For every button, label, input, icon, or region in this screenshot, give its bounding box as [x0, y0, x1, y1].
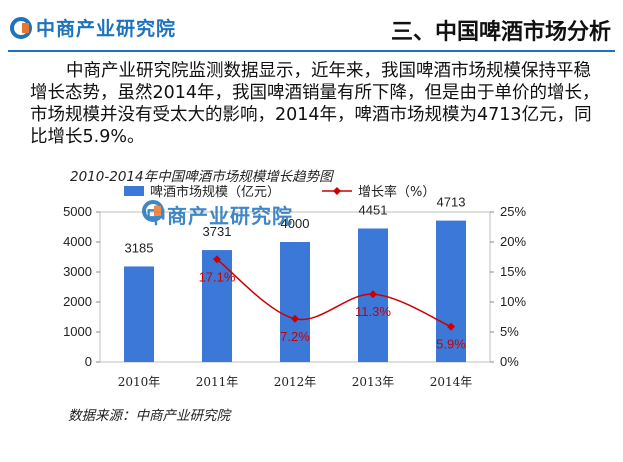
x-tick-label: 2012年: [274, 375, 317, 389]
section-title: 三、中国啤酒市场分析: [390, 20, 611, 45]
bar-value-label: 4451: [359, 202, 388, 217]
left-tick-label: 1000: [63, 324, 92, 339]
left-tick-label: 5000: [63, 204, 92, 219]
chart-svg: 0 1000 2000 3000 4000 5000 0% 5% 10% 15% 20% 25% 318…: [63, 184, 526, 389]
right-tick-label: 10%: [500, 294, 526, 309]
legend-line-marker: [333, 187, 341, 195]
bar: [202, 250, 232, 362]
right-tick-label: 15%: [500, 264, 526, 279]
left-tick-label: 4000: [63, 234, 92, 249]
right-tick-label: 25%: [500, 204, 526, 219]
left-tick-label: 2000: [63, 294, 92, 309]
logo: 中商产业研究院: [10, 14, 176, 41]
growth-value-label: 5.9%: [436, 337, 466, 352]
bar-value-label: 4713: [437, 195, 466, 210]
growth-point: [291, 314, 299, 323]
source-note: 数据来源：中商产业研究院: [68, 408, 230, 424]
legend-bar-swatch: [124, 186, 144, 196]
header-divider: [8, 50, 615, 52]
body-paragraph: 中商产业研究院监测数据显示，近年来，我国啤酒市场规模保持平稳增长态势，虽然201…: [30, 61, 600, 147]
x-tick-label: 2013年: [352, 375, 395, 389]
legend-bar-label: 啤酒市场规模（亿元）: [150, 184, 280, 200]
chart-title: 2010-2014年中国啤酒市场规模增长趋势图: [70, 169, 333, 185]
bar: [124, 266, 154, 362]
left-tick-label: 3000: [63, 264, 92, 279]
watermark-text: 中商产业研究院: [146, 204, 293, 228]
header: 中商产业研究院 三、中国啤酒市场分析: [0, 0, 623, 52]
watermark-logo-icon: [142, 200, 164, 222]
right-tick-label: 5%: [500, 324, 519, 339]
x-tick-label: 2010年: [118, 375, 161, 389]
right-tick-label: 20%: [500, 234, 526, 249]
chart: 0 1000 2000 3000 4000 5000 0% 5% 10% 15% 20% 25% 318…: [42, 182, 597, 402]
bar: [436, 220, 466, 362]
legend-line-label: 增长率（%）: [358, 184, 435, 200]
growth-value-label: 17.1%: [199, 269, 236, 284]
growth-value-label: 7.2%: [280, 329, 310, 344]
bar-value-label: 3185: [125, 240, 154, 255]
left-tick-label: 0: [85, 354, 92, 369]
bar-value-label: 3731: [203, 224, 232, 239]
logo-text: 中商产业研究院: [36, 18, 177, 40]
logo-icon: [10, 16, 32, 39]
bar: [280, 242, 310, 362]
watermark: 中商产业研究院: [142, 200, 293, 229]
growth-line: [216, 258, 452, 328]
growth-value-label: 11.3%: [355, 304, 391, 319]
growth-point: [369, 290, 377, 299]
growth-point: [213, 255, 221, 264]
growth-point: [447, 322, 455, 331]
bar-value-label: 4000: [281, 216, 310, 231]
right-tick-label: 0%: [500, 354, 519, 369]
x-tick-label: 2011年: [196, 375, 239, 389]
x-tick-label: 2014年: [430, 375, 473, 389]
